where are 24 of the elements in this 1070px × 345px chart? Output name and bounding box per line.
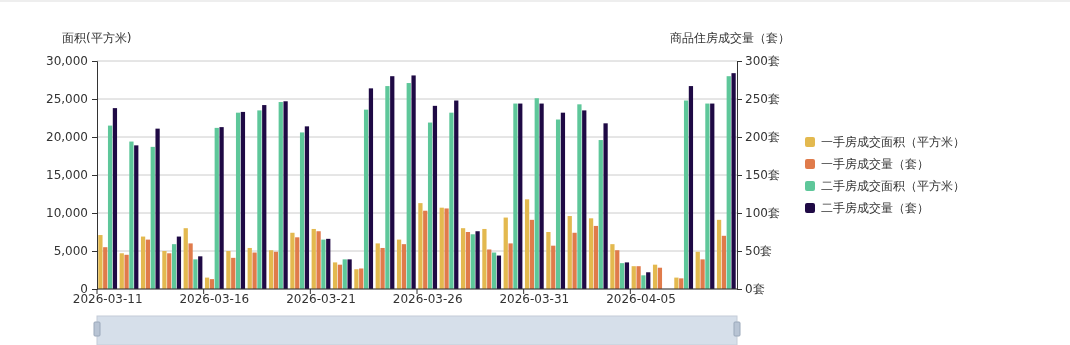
y-tick-label: 15,000 (46, 168, 88, 183)
y2-tick-label: 300套 (745, 54, 780, 69)
y2-tick-label: 250套 (745, 92, 780, 107)
y-tick-label: 10,000 (46, 206, 88, 221)
legend-label: 二手房成交面积（平方米） (821, 179, 965, 193)
y2-tick-label: 150套 (745, 168, 780, 183)
x-tick-label: 2026-03-21 (286, 291, 356, 306)
legend-label: 二手房成交量（套） (821, 201, 929, 215)
y2-tick-label: 0套 (745, 282, 765, 297)
y2-tick-label: 200套 (745, 130, 780, 145)
y-tick-label: 25,000 (46, 92, 88, 107)
y-axis-title: 面积(平方米) (62, 31, 132, 45)
x-tick-label: 2026-03-31 (499, 291, 570, 306)
y2-tick-label: 100套 (745, 206, 780, 221)
x-tick-label: 2026-03-26 (392, 291, 463, 306)
y-tick-label: 30,000 (46, 54, 88, 69)
y2-tick-label: 50套 (745, 244, 773, 259)
x-tick-label: 2026-03-16 (179, 291, 250, 306)
y-tick-label: 5,000 (53, 244, 88, 259)
legend-label: 一手房成交面积（平方米） (821, 135, 965, 149)
y2-axis-title: 商品住房成交量（套） (670, 31, 790, 45)
y-tick-label: 20,000 (46, 130, 88, 145)
x-tick-label: 2026-04-05 (606, 291, 676, 306)
legend-label: 一手房成交量（套） (821, 157, 929, 171)
